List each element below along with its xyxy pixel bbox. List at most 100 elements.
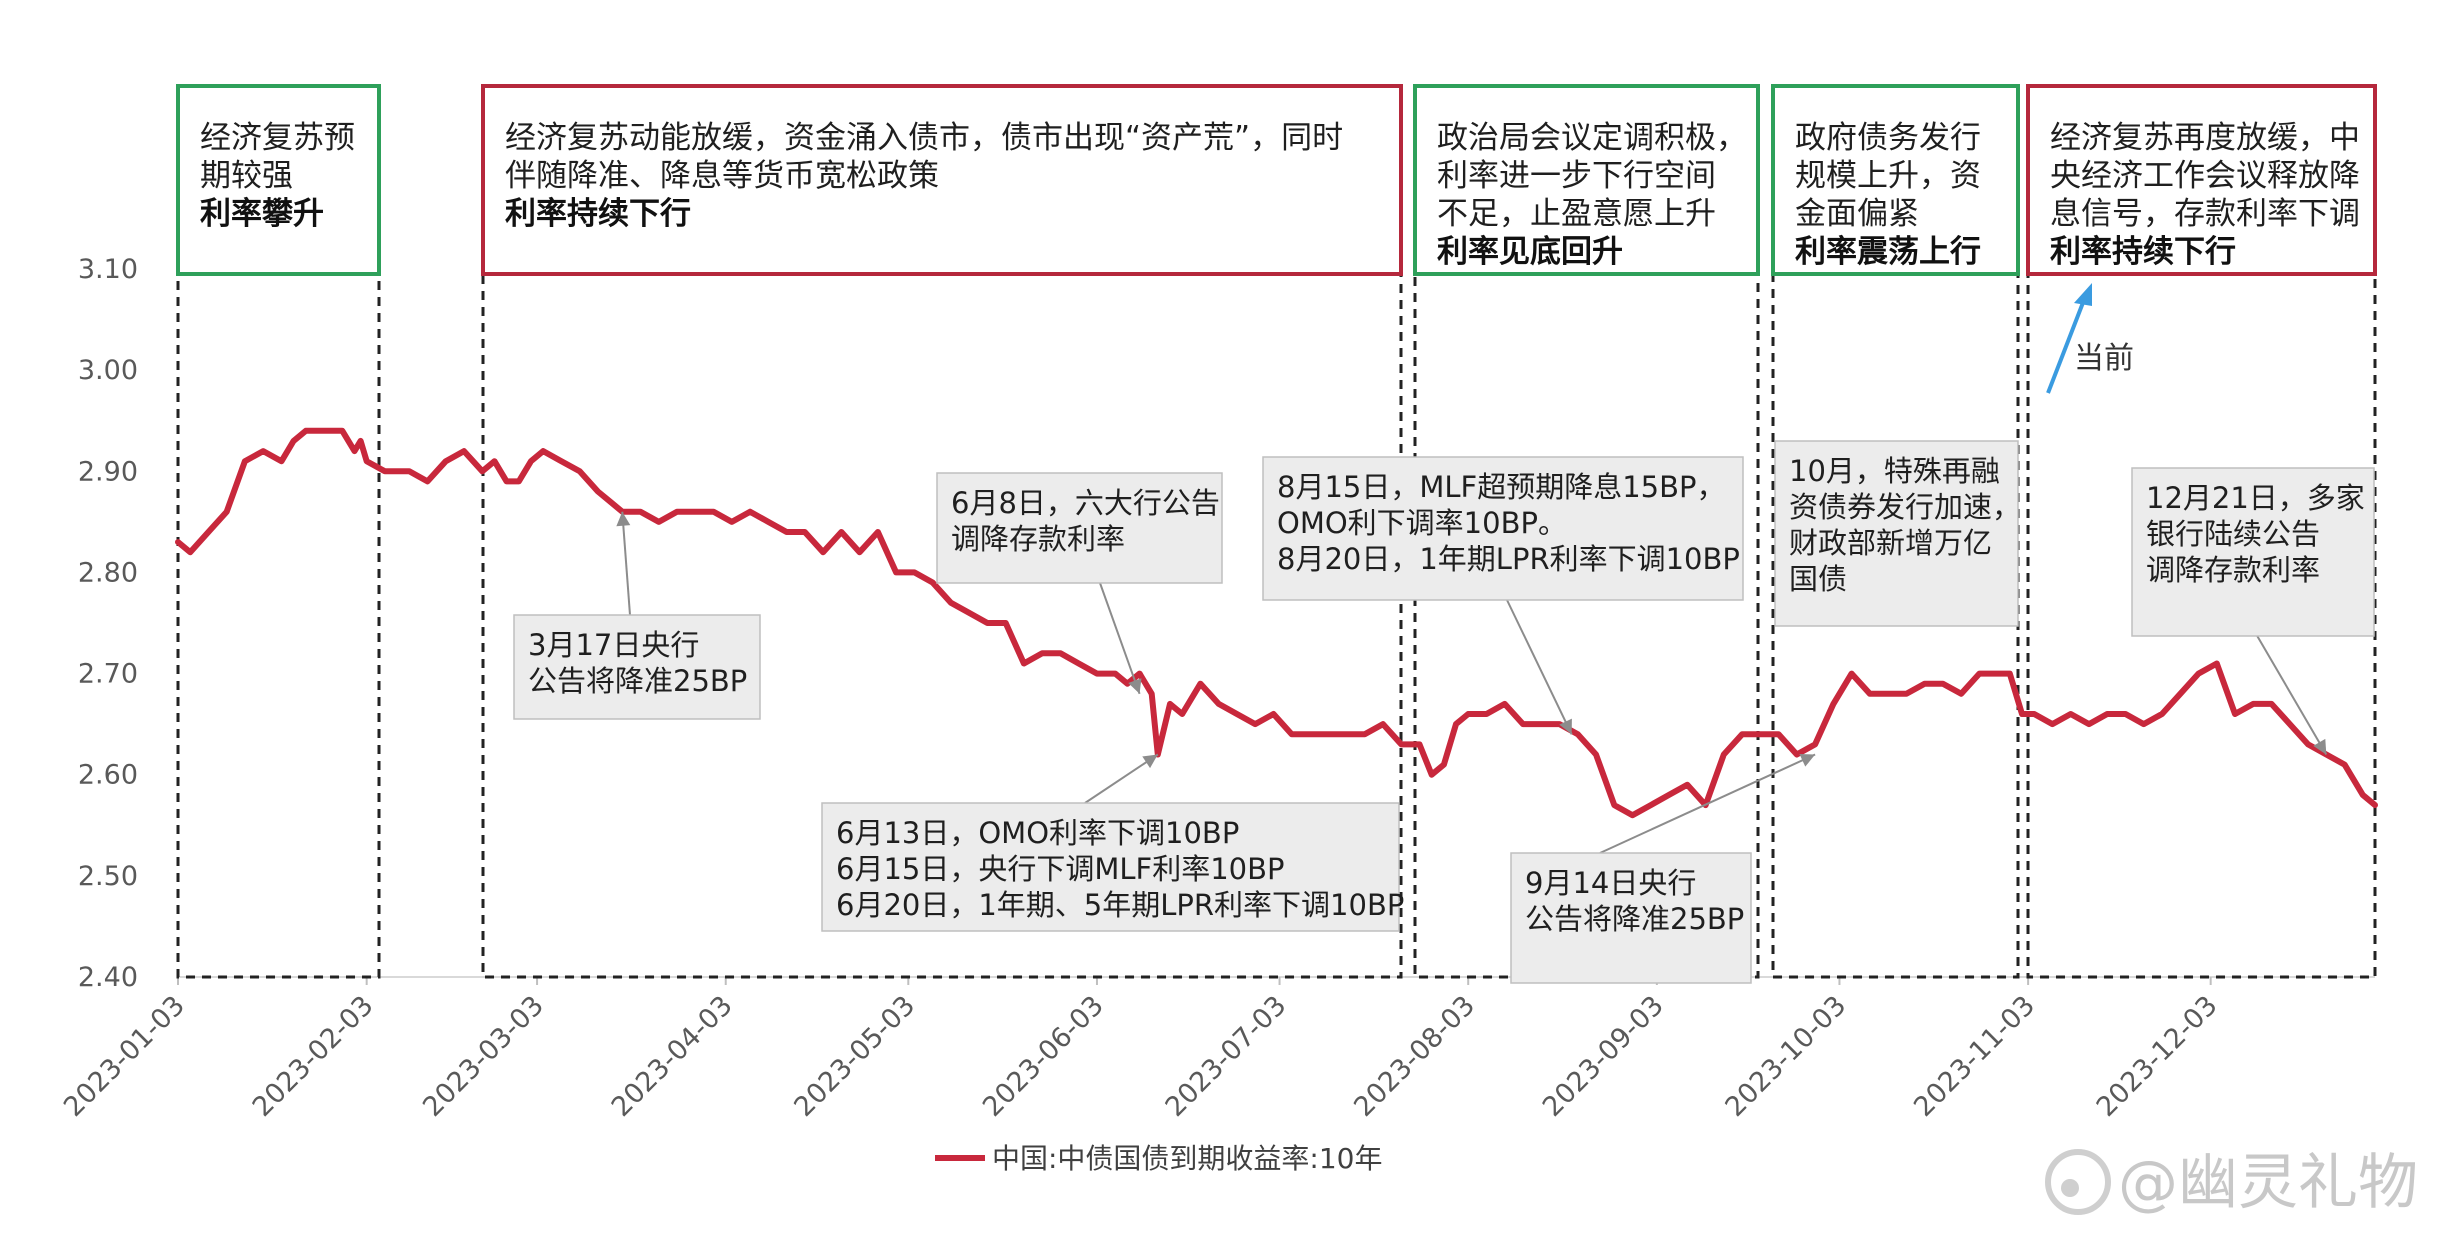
x-tick-label: 2023-05-03 (788, 990, 921, 1123)
period-header-box (176, 84, 381, 276)
period-emphasis: 利率攀升 (200, 196, 324, 232)
x-tick-label: 2023-08-03 (1348, 990, 1481, 1123)
y-tick-label: 2.40 (78, 962, 138, 993)
current-arrow-line (2046, 299, 2086, 394)
period-emphasis: 利率持续下行 (2050, 234, 2236, 270)
x-tick-label: 2023-06-03 (977, 990, 1110, 1123)
annotation-text: 资债券发行加速， (1789, 490, 2021, 524)
weibo-logo-eye (2061, 1179, 2079, 1197)
period-description: 金面偏紧 (1795, 196, 1919, 232)
current-marker: 当前 (2046, 283, 2134, 394)
annotation-arrowhead (1128, 678, 1142, 694)
period-description: 利率进一步下行空间 (1437, 158, 1716, 194)
period-description: 央经济工作会议释放降 (2050, 158, 2360, 194)
annotation-leader (1084, 753, 1159, 804)
annotation-text: 6月20日，1年期、5年期LPR利率下调10BP (836, 888, 1404, 922)
annotation-text: 公告将降准25BP (1525, 902, 1744, 936)
period-header-box (2026, 84, 2377, 276)
x-tick-label: 2023-01-03 (58, 990, 191, 1123)
period-boxes: 经济复苏预期较强利率攀升经济复苏动能放缓，资金涌入债市，债市出现“资产荒”，同时… (176, 84, 2377, 979)
x-tick-label: 2023-03-03 (417, 990, 550, 1123)
annotation-box (821, 802, 1400, 932)
annotation-arrowhead (1799, 753, 1816, 767)
period-region-dashed (481, 272, 1403, 979)
annotation-4: 8月15日，MLF超预期降息15BP，OMO利下调率10BP。8月20日，1年期… (1262, 456, 1744, 735)
x-tick-label: 2023-04-03 (606, 990, 739, 1123)
y-tick-label: 2.90 (78, 456, 138, 487)
annotation-text: 银行陆续公告 (2146, 517, 2320, 551)
annotation-text: 6月8日，六大行公告 (951, 486, 1220, 520)
x-tick-label: 2023-07-03 (1160, 990, 1293, 1123)
series-layer (175, 427, 2378, 819)
period-emphasis: 利率震荡上行 (1795, 234, 1981, 270)
annotation-text: 8月20日，1年期LPR利率下调10BP (1277, 542, 1740, 576)
period-description: 经济复苏再度放缓，中 (2050, 120, 2360, 156)
x-tick-label: 2023-11-03 (1908, 990, 2041, 1123)
annotation-leader (621, 511, 631, 616)
period-region-dashed (2026, 272, 2377, 979)
annotation-text: 6月13日，OMO利率下调10BP (836, 816, 1239, 850)
annotation-text: 9月14日央行 (1525, 866, 1696, 900)
annotation-text: 国债 (1789, 562, 1847, 596)
x-tick-label: 2023-12-03 (2091, 990, 2224, 1123)
y-tick-label: 3.00 (78, 355, 138, 386)
period-header-box (481, 84, 1403, 276)
annotation-arrowhead (1559, 718, 1572, 735)
period-description: 期较强 (200, 158, 293, 194)
period-emphasis: 利率见底回升 (1437, 234, 1623, 270)
annotation-3: 6月13日，OMO利率下调10BP6月15日，央行下调MLF利率10BP6月20… (821, 753, 1404, 932)
annotation-leader (1599, 753, 1816, 854)
annotation-text: OMO利下调率10BP。 (1277, 506, 1567, 540)
period-description: 不足，止盈意愿上升 (1437, 196, 1716, 232)
annotation-text: 8月15日，MLF超预期降息15BP， (1277, 470, 1726, 504)
y-tick-label: 2.60 (78, 760, 138, 791)
period-header-box (1413, 84, 1760, 276)
watermark: @幽灵礼物 (2045, 1148, 2418, 1218)
period-region-dashed (176, 272, 381, 979)
y-tick-label: 3.10 (78, 254, 138, 285)
period-description: 息信号，存款利率下调 (2050, 196, 2360, 232)
x-tick-label: 2023-10-03 (1720, 990, 1853, 1123)
annotation-text: 调降存款利率 (951, 522, 1125, 556)
annotation-box (936, 472, 1223, 584)
annotation-text: 10月，特殊再融 (1789, 454, 2000, 488)
period-header-box (1771, 84, 2020, 276)
x-tick-label: 2023-09-03 (1537, 990, 1670, 1123)
annotation-text: 3月17日央行 (528, 628, 699, 662)
annotation-text: 12月21日，多家 (2146, 481, 2365, 515)
period-description: 政治局会议定调积极， (1437, 120, 1747, 156)
annotation-arrowhead (1142, 754, 1158, 769)
annotation-text: 公告将降准25BP (528, 664, 747, 698)
y-tick-label: 2.80 (78, 557, 138, 588)
annotation-box (1774, 440, 2019, 627)
y-tick-label: 2.50 (78, 861, 138, 892)
watermark-text: @幽灵礼物 (2118, 1148, 2418, 1218)
annotation-leader (1506, 599, 1573, 735)
legend-label: 中国:中债国债到期收益率:10年 (992, 1142, 1383, 1175)
y-tick-label: 2.70 (78, 659, 138, 690)
period-description: 政府债务发行 (1795, 120, 1981, 156)
current-label: 当前 (2074, 341, 2134, 376)
annotation-box (1262, 456, 1744, 601)
current-arrow-head (2074, 283, 2092, 306)
x-axis: 2023-01-03 2023-02-03 2023-03-03 2023-04-03… (58, 976, 2375, 1123)
annotation-box (1510, 852, 1752, 984)
annotation-text: 财政部新增万亿 (1789, 526, 1992, 560)
period-2: 经济复苏动能放缓，资金涌入债市，债市出现“资产荒”，同时伴随降准、降息等货币宽松… (481, 84, 1403, 979)
annotation-box (513, 614, 761, 720)
annotation-arrowhead (2313, 738, 2327, 755)
annotation-leader (1099, 582, 1141, 695)
period-description: 经济复苏预 (200, 120, 355, 156)
series-line-1 (175, 427, 2378, 819)
